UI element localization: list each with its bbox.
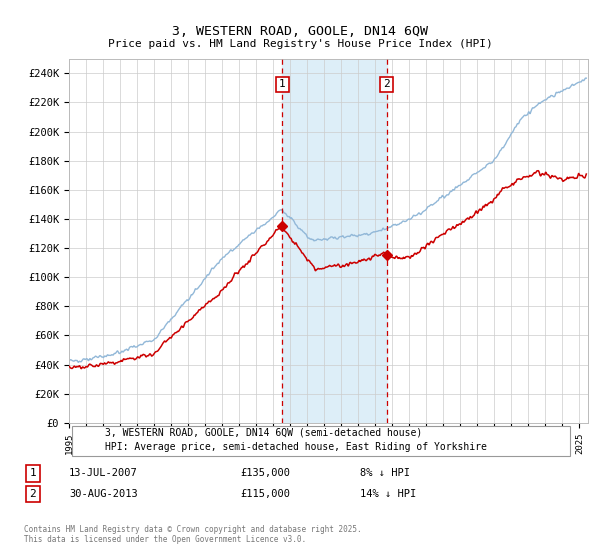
- Text: 3, WESTERN ROAD, GOOLE, DN14 6QW (semi-detached house): 3, WESTERN ROAD, GOOLE, DN14 6QW (semi-d…: [105, 427, 422, 437]
- Text: 13-JUL-2007: 13-JUL-2007: [69, 468, 138, 478]
- Text: £115,000: £115,000: [240, 489, 290, 499]
- Text: 14% ↓ HPI: 14% ↓ HPI: [360, 489, 416, 499]
- Text: 8% ↓ HPI: 8% ↓ HPI: [360, 468, 410, 478]
- Text: 1: 1: [279, 80, 286, 89]
- Text: 1: 1: [29, 468, 37, 478]
- Text: 2: 2: [29, 489, 37, 499]
- Bar: [283, 59, 386, 423]
- Text: 2: 2: [383, 80, 390, 89]
- Text: Price paid vs. HM Land Registry's House Price Index (HPI): Price paid vs. HM Land Registry's House …: [107, 39, 493, 49]
- Text: 3, WESTERN ROAD, GOOLE, DN14 6QW: 3, WESTERN ROAD, GOOLE, DN14 6QW: [172, 25, 428, 38]
- Text: 30-AUG-2013: 30-AUG-2013: [69, 489, 138, 499]
- Text: £135,000: £135,000: [240, 468, 290, 478]
- Text: HPI: Average price, semi-detached house, East Riding of Yorkshire: HPI: Average price, semi-detached house,…: [105, 442, 487, 452]
- Text: Contains HM Land Registry data © Crown copyright and database right 2025.
This d: Contains HM Land Registry data © Crown c…: [24, 525, 362, 544]
